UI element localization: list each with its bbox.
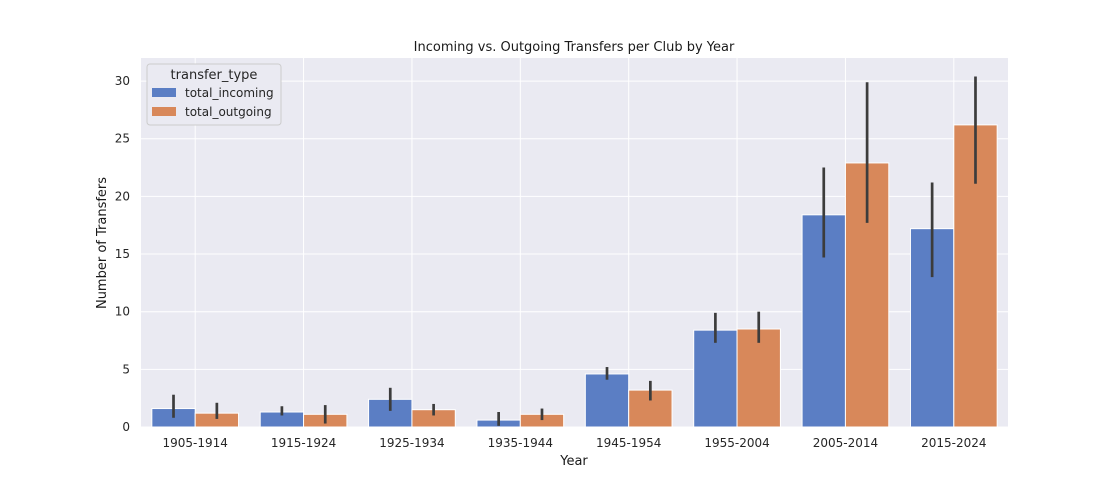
bars — [151, 124, 998, 428]
chart-title: Incoming vs. Outgoing Transfers per Club… — [414, 40, 735, 55]
bar-total_outgoing — [736, 328, 781, 428]
x-tick-label: 1915-1924 — [271, 436, 336, 450]
legend-title: transfer_type — [171, 68, 258, 83]
x-axis-label: Year — [559, 454, 588, 469]
legend-label-incoming: total_incoming — [185, 86, 274, 100]
y-tick-label: 25 — [115, 132, 130, 146]
y-tick-label: 15 — [115, 247, 130, 261]
x-tick-label: 2015-2024 — [921, 436, 986, 450]
legend-label-outgoing: total_outgoing — [185, 105, 272, 119]
y-tick-label: 20 — [115, 189, 130, 203]
x-tick-label: 1945-1954 — [596, 436, 661, 450]
legend: transfer_type total_incoming total_outgo… — [146, 63, 282, 126]
bar-total_incoming — [584, 373, 630, 428]
y-tick-label: 30 — [115, 74, 130, 88]
x-tick-label: 1925-1934 — [379, 436, 444, 450]
legend-swatch-outgoing — [152, 107, 176, 116]
error-bars — [172, 76, 977, 426]
legend-swatch-incoming — [152, 88, 176, 97]
legend-box — [146, 63, 282, 126]
y-tick-label: 10 — [115, 305, 130, 319]
x-axis-ticks: 1905-1914 1915-1924 1925-1934 1935-1944 1945… — [162, 436, 986, 450]
y-tick-label: 5 — [122, 362, 130, 376]
y-axis-ticks: 0 5 10 15 20 25 30 — [115, 74, 130, 434]
x-tick-label: 1935-1944 — [488, 436, 553, 450]
x-tick-label: 1955-2004 — [704, 436, 769, 450]
x-tick-label: 1905-1914 — [162, 436, 227, 450]
x-tick-label: 2005-2014 — [813, 436, 878, 450]
y-axis-label: Number of Transfers — [95, 177, 110, 309]
bar-total_incoming — [693, 329, 738, 428]
y-tick-label: 0 — [122, 420, 130, 434]
